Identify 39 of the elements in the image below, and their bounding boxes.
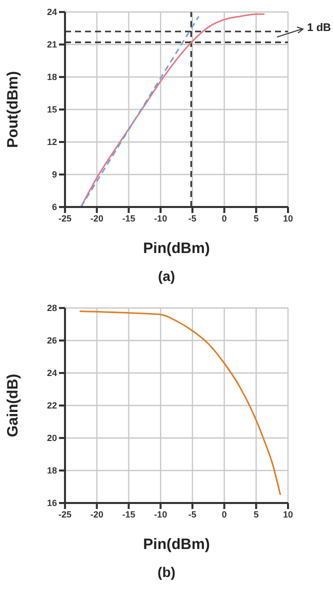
x-tick-label: -10 <box>154 509 168 520</box>
y-tick-label: 21 <box>46 40 57 50</box>
y-tick-label: 26 <box>46 336 57 346</box>
y-tick-label: 16 <box>46 498 57 508</box>
x-axis-title: Pin(dBm) <box>143 536 210 553</box>
y-tick-label: 9 <box>52 170 57 180</box>
x-tick-label: 0 <box>222 509 227 520</box>
text: 1 dB <box>307 22 331 34</box>
x-tick-label: 10 <box>282 509 294 520</box>
y-tick-label: 22 <box>46 400 57 411</box>
x-tick-label: -20 <box>90 213 104 224</box>
x-axis-title: Pin(dBm) <box>143 240 210 257</box>
x-tick-label: -15 <box>122 213 136 224</box>
y-tick-label: 24 <box>46 368 57 378</box>
y-tick-label: 6 <box>52 202 57 212</box>
text: (a) <box>156 268 176 284</box>
y-tick-label: 28 <box>46 303 57 314</box>
x-tick-label: -5 <box>188 509 196 520</box>
y-axis-title: Pout(dBm) <box>4 71 22 148</box>
x-tick-label: -25 <box>58 509 72 520</box>
line-series <box>78 310 282 496</box>
y-tick-label: 12 <box>46 137 57 148</box>
x-tick-label: -5 <box>188 213 196 224</box>
x-tick-label: -10 <box>154 213 168 224</box>
y-tick-label: 18 <box>46 72 57 82</box>
x-tick-label: 5 <box>254 213 259 224</box>
y-tick-label: 15 <box>46 104 57 115</box>
y-tick-label: 24 <box>46 7 57 18</box>
x-tick-label: 5 <box>254 509 259 520</box>
x-tick-label: 10 <box>282 213 294 224</box>
x-tick-label: -15 <box>122 509 136 520</box>
text: (b) <box>156 564 176 580</box>
y-tick-label: 18 <box>46 466 57 476</box>
x-tick-label: -25 <box>58 213 72 224</box>
y-axis-title: Gain(dB) <box>4 374 22 438</box>
x-tick-label: 0 <box>222 213 227 224</box>
y-tick-label: 20 <box>46 433 57 444</box>
x-tick-label: -20 <box>90 509 104 520</box>
line-series <box>80 13 266 207</box>
